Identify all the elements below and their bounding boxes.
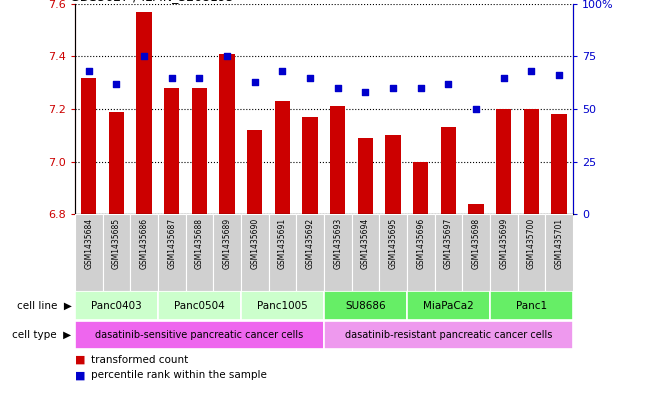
Text: GSM1435695: GSM1435695: [389, 218, 398, 269]
Bar: [330, 107, 345, 214]
Bar: [324, 214, 352, 291]
Point: [139, 53, 149, 60]
Bar: [496, 109, 511, 214]
Text: GSM1435689: GSM1435689: [223, 218, 232, 269]
Text: GSM1435696: GSM1435696: [416, 218, 425, 269]
Text: GSM1435694: GSM1435694: [361, 218, 370, 269]
Text: cell type  ▶: cell type ▶: [12, 330, 72, 340]
Bar: [75, 292, 158, 320]
Text: Panc1005: Panc1005: [257, 301, 308, 310]
Text: cell line  ▶: cell line ▶: [17, 301, 72, 310]
Bar: [462, 214, 490, 291]
Bar: [441, 127, 456, 214]
Text: GSM1435684: GSM1435684: [84, 218, 93, 269]
Bar: [303, 117, 318, 214]
Bar: [275, 101, 290, 214]
Text: dasatinib-resistant pancreatic cancer cells: dasatinib-resistant pancreatic cancer ce…: [344, 330, 552, 340]
Text: SU8686: SU8686: [345, 301, 385, 310]
Bar: [213, 214, 241, 291]
Bar: [407, 292, 490, 320]
Bar: [524, 109, 539, 214]
Text: Panc0504: Panc0504: [174, 301, 225, 310]
Bar: [75, 321, 324, 349]
Point: [83, 68, 94, 74]
Bar: [545, 214, 573, 291]
Text: percentile rank within the sample: percentile rank within the sample: [91, 370, 267, 380]
Text: GSM1435685: GSM1435685: [112, 218, 121, 269]
Text: ■: ■: [75, 354, 85, 365]
Text: Panc0403: Panc0403: [91, 301, 142, 310]
Bar: [158, 214, 186, 291]
Text: Panc1: Panc1: [516, 301, 547, 310]
Bar: [490, 214, 518, 291]
Bar: [435, 214, 462, 291]
Bar: [241, 292, 324, 320]
Bar: [358, 138, 373, 214]
Bar: [413, 162, 428, 214]
Bar: [385, 135, 400, 214]
Text: GSM1435699: GSM1435699: [499, 218, 508, 269]
Point: [415, 85, 426, 91]
Text: GSM1435690: GSM1435690: [250, 218, 259, 269]
Point: [360, 89, 370, 95]
Text: ■: ■: [75, 370, 85, 380]
Text: GSM1435688: GSM1435688: [195, 218, 204, 269]
Point: [471, 106, 481, 112]
Point: [111, 81, 122, 87]
Bar: [352, 214, 379, 291]
Bar: [192, 88, 207, 214]
Text: GSM1435691: GSM1435691: [278, 218, 287, 269]
Bar: [186, 214, 213, 291]
Bar: [268, 214, 296, 291]
Bar: [379, 214, 407, 291]
Point: [222, 53, 232, 60]
Text: GSM1435686: GSM1435686: [139, 218, 148, 269]
Point: [388, 85, 398, 91]
Bar: [247, 130, 262, 214]
Point: [526, 68, 536, 74]
Text: GSM1435692: GSM1435692: [305, 218, 314, 269]
Text: GSM1435693: GSM1435693: [333, 218, 342, 269]
Text: GDS5627 / ILMN_3268195: GDS5627 / ILMN_3268195: [70, 0, 234, 3]
Bar: [469, 204, 484, 214]
Text: MiaPaCa2: MiaPaCa2: [423, 301, 474, 310]
Bar: [219, 54, 234, 214]
Point: [194, 74, 204, 81]
Point: [333, 85, 343, 91]
Bar: [518, 214, 545, 291]
Bar: [137, 12, 152, 214]
Text: GSM1435687: GSM1435687: [167, 218, 176, 269]
Text: GSM1435697: GSM1435697: [444, 218, 453, 269]
Bar: [103, 214, 130, 291]
Point: [443, 81, 454, 87]
Point: [499, 74, 509, 81]
Bar: [75, 214, 103, 291]
Text: GSM1435698: GSM1435698: [471, 218, 480, 269]
Text: GSM1435700: GSM1435700: [527, 218, 536, 269]
Point: [277, 68, 288, 74]
Text: dasatinib-sensitive pancreatic cancer cells: dasatinib-sensitive pancreatic cancer ce…: [95, 330, 303, 340]
Bar: [158, 292, 241, 320]
Point: [249, 79, 260, 85]
Bar: [109, 112, 124, 214]
Point: [305, 74, 315, 81]
Bar: [324, 321, 573, 349]
Bar: [551, 114, 566, 214]
Bar: [407, 214, 435, 291]
Bar: [241, 214, 269, 291]
Bar: [81, 77, 96, 214]
Text: GSM1435701: GSM1435701: [555, 218, 564, 269]
Bar: [490, 292, 573, 320]
Bar: [296, 214, 324, 291]
Text: transformed count: transformed count: [91, 354, 188, 365]
Bar: [164, 88, 179, 214]
Bar: [130, 214, 158, 291]
Bar: [324, 292, 407, 320]
Point: [554, 72, 564, 79]
Point: [167, 74, 177, 81]
